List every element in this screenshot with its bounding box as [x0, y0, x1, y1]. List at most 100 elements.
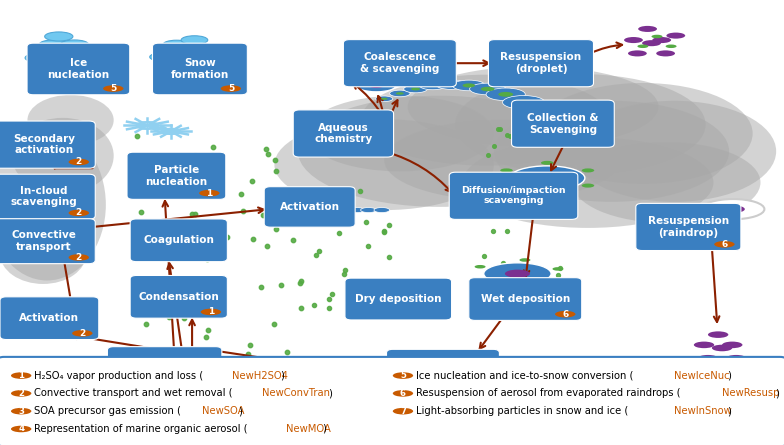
Point: [257, 211, 270, 218]
Text: ): ): [728, 406, 731, 416]
Point: [325, 290, 338, 297]
Point: [237, 207, 249, 214]
Ellipse shape: [11, 390, 31, 396]
Ellipse shape: [494, 101, 729, 202]
Ellipse shape: [520, 258, 531, 262]
FancyBboxPatch shape: [0, 357, 784, 445]
Ellipse shape: [452, 80, 485, 91]
Text: NewSOA: NewSOA: [201, 406, 244, 416]
Point: [502, 213, 514, 220]
Ellipse shape: [553, 267, 564, 271]
Point: [361, 242, 374, 249]
Ellipse shape: [726, 355, 746, 361]
FancyBboxPatch shape: [0, 121, 96, 168]
Text: Activation: Activation: [20, 313, 79, 323]
Point: [458, 198, 470, 205]
Ellipse shape: [60, 40, 89, 49]
Text: Wet deposition: Wet deposition: [481, 294, 570, 304]
Ellipse shape: [25, 53, 53, 62]
Ellipse shape: [396, 92, 404, 95]
Point: [188, 152, 201, 159]
Text: 7: 7: [400, 407, 406, 416]
FancyBboxPatch shape: [0, 297, 99, 340]
Point: [287, 236, 299, 243]
Ellipse shape: [374, 207, 390, 213]
Point: [310, 251, 322, 259]
Point: [180, 183, 193, 190]
Ellipse shape: [470, 83, 506, 95]
Ellipse shape: [0, 223, 86, 284]
Ellipse shape: [357, 79, 396, 92]
Ellipse shape: [150, 53, 176, 61]
Text: 2: 2: [76, 208, 82, 218]
Text: Convective
transport: Convective transport: [12, 231, 76, 252]
Text: ): ): [728, 371, 731, 380]
Ellipse shape: [637, 44, 648, 48]
Ellipse shape: [702, 199, 764, 219]
Point: [500, 227, 513, 234]
Text: NewIceNuc: NewIceNuc: [673, 371, 729, 380]
Ellipse shape: [555, 311, 575, 317]
FancyBboxPatch shape: [0, 218, 96, 263]
Point: [377, 228, 390, 235]
FancyBboxPatch shape: [130, 219, 227, 262]
Ellipse shape: [53, 52, 81, 61]
Ellipse shape: [195, 384, 216, 391]
Point: [270, 167, 282, 174]
Text: Coalescence
& scavenging: Coalescence & scavenging: [360, 53, 440, 74]
Ellipse shape: [572, 142, 760, 223]
Text: Ice
nucleation: Ice nucleation: [47, 58, 110, 80]
Ellipse shape: [708, 332, 728, 338]
Text: ): ): [321, 424, 325, 434]
Text: 1: 1: [18, 371, 24, 380]
FancyBboxPatch shape: [264, 187, 355, 227]
Point: [383, 254, 396, 261]
Ellipse shape: [168, 57, 177, 59]
FancyBboxPatch shape: [107, 347, 222, 394]
Text: ): ): [775, 388, 779, 398]
Ellipse shape: [0, 192, 74, 253]
Point: [151, 295, 163, 303]
Ellipse shape: [349, 207, 365, 213]
FancyBboxPatch shape: [343, 40, 456, 87]
Point: [270, 225, 282, 232]
Point: [146, 182, 158, 190]
Point: [202, 172, 215, 179]
Ellipse shape: [473, 387, 493, 393]
Ellipse shape: [666, 32, 685, 39]
Point: [269, 156, 281, 163]
Ellipse shape: [484, 263, 551, 284]
Point: [488, 142, 500, 150]
Point: [294, 280, 307, 287]
Ellipse shape: [404, 85, 427, 93]
Text: NewH2SO4: NewH2SO4: [232, 371, 288, 380]
Point: [255, 283, 267, 290]
Ellipse shape: [72, 330, 93, 336]
Ellipse shape: [505, 270, 530, 278]
Ellipse shape: [503, 96, 545, 109]
Point: [246, 178, 259, 185]
Text: SOA precursor gas emission (: SOA precursor gas emission (: [34, 406, 180, 416]
FancyBboxPatch shape: [636, 203, 741, 251]
Ellipse shape: [368, 83, 384, 88]
Text: H₂SO₄ vapor production and loss (: H₂SO₄ vapor production and loss (: [34, 371, 203, 380]
Ellipse shape: [572, 101, 776, 202]
Ellipse shape: [384, 120, 619, 201]
Text: Snow
formation: Snow formation: [171, 58, 229, 80]
Point: [506, 192, 518, 199]
Point: [257, 355, 270, 362]
Ellipse shape: [390, 90, 410, 97]
Text: ): ): [328, 388, 332, 398]
Point: [378, 228, 390, 235]
FancyBboxPatch shape: [449, 172, 578, 219]
Point: [332, 229, 345, 236]
FancyBboxPatch shape: [387, 349, 499, 396]
Ellipse shape: [712, 345, 732, 351]
Point: [500, 131, 513, 138]
Text: Resuspension
(droplet): Resuspension (droplet): [500, 53, 582, 74]
Point: [206, 151, 219, 158]
Point: [140, 320, 152, 328]
Point: [451, 172, 463, 179]
Ellipse shape: [393, 390, 413, 396]
Text: 4: 4: [18, 425, 24, 433]
